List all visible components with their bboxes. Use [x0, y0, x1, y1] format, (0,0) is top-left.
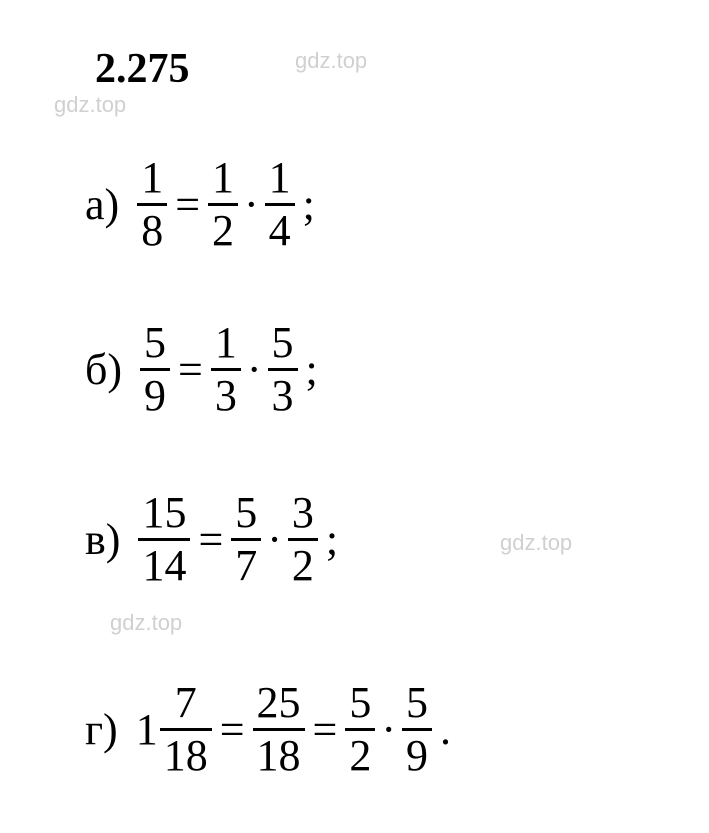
numerator: 5	[345, 680, 375, 726]
fraction-rhs2: 5 9	[402, 680, 432, 779]
denominator: 9	[140, 373, 170, 419]
fraction-rhs1: 1 2	[208, 155, 238, 254]
fraction-lhs: 5 9	[140, 320, 170, 419]
equation-row-b: б) 5 9 = 1 3 · 5 3 ;	[85, 320, 326, 419]
denominator: 8	[137, 208, 167, 254]
terminator: ;	[326, 514, 338, 565]
fraction-lhs: 1 8	[137, 155, 167, 254]
denominator: 4	[265, 208, 295, 254]
watermark: gdz.top	[500, 530, 572, 556]
numerator: 15	[138, 490, 190, 536]
denominator: 2	[345, 733, 375, 779]
denominator: 18	[160, 733, 212, 779]
numerator: 5	[140, 320, 170, 366]
watermark: gdz.top	[295, 48, 367, 74]
numerator: 5	[402, 680, 432, 726]
multiply-dot: ·	[381, 704, 396, 755]
multiply-dot: ·	[247, 344, 262, 395]
numerator: 3	[288, 490, 318, 536]
denominator: 3	[268, 373, 298, 419]
equals-sign: =	[313, 704, 338, 755]
numerator: 1	[137, 155, 167, 201]
equals-sign: =	[175, 179, 200, 230]
watermark: gdz.top	[110, 610, 182, 636]
equals-sign: =	[178, 344, 203, 395]
fraction-lhs: 7 18	[160, 680, 212, 779]
problem-number: 2.275	[95, 45, 190, 93]
fraction-rhs2: 5 3	[268, 320, 298, 419]
multiply-dot: ·	[244, 179, 259, 230]
row-label: б)	[85, 344, 122, 395]
denominator: 7	[231, 543, 261, 589]
terminator: ;	[306, 344, 318, 395]
equation-row-a: а) 1 8 = 1 2 · 1 4 ;	[85, 155, 323, 254]
denominator: 2	[208, 208, 238, 254]
equation-row-c: в) 15 14 = 5 7 · 3 2 ;	[85, 490, 346, 589]
fraction-rhs2: 1 4	[265, 155, 295, 254]
fraction-rhs1: 5 2	[345, 680, 375, 779]
denominator: 3	[211, 373, 241, 419]
numerator: 5	[268, 320, 298, 366]
row-label: в)	[85, 514, 120, 565]
numerator: 1	[265, 155, 295, 201]
watermark: gdz.top	[54, 92, 126, 118]
numerator: 25	[253, 680, 305, 726]
row-label: г)	[85, 704, 118, 755]
numerator: 5	[231, 490, 261, 536]
numerator: 1	[208, 155, 238, 201]
denominator: 18	[253, 733, 305, 779]
fraction-lhs: 15 14	[138, 490, 190, 589]
equals-sign: =	[220, 704, 245, 755]
denominator: 2	[288, 543, 318, 589]
terminator: ;	[303, 179, 315, 230]
numerator: 1	[211, 320, 241, 366]
equals-sign: =	[198, 514, 223, 565]
row-label: а)	[85, 179, 119, 230]
numerator: 7	[171, 680, 201, 726]
fraction-rhs1: 1 3	[211, 320, 241, 419]
denominator: 9	[402, 733, 432, 779]
fraction-mid: 25 18	[253, 680, 305, 779]
fraction-rhs1: 5 7	[231, 490, 261, 589]
whole-number: 1	[136, 704, 158, 755]
equation-row-d: г) 1 7 18 = 25 18 = 5 2 · 5 9 .	[85, 680, 459, 779]
denominator: 14	[138, 543, 190, 589]
multiply-dot: ·	[267, 514, 282, 565]
terminator: .	[440, 704, 451, 755]
fraction-rhs2: 3 2	[288, 490, 318, 589]
